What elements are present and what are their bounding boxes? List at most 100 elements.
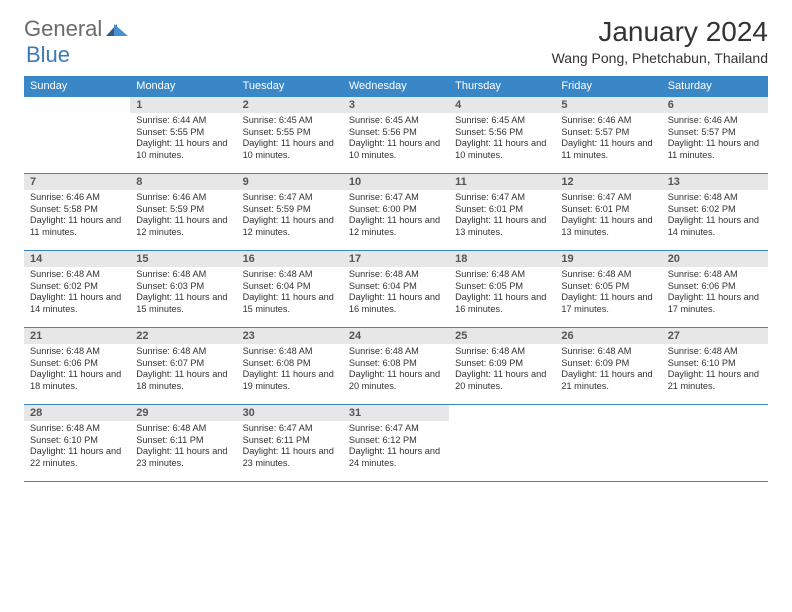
dow-tuesday: Tuesday bbox=[237, 76, 343, 96]
day-info: Sunrise: 6:47 AMSunset: 6:01 PMDaylight:… bbox=[555, 190, 661, 242]
day-cell: 21Sunrise: 6:48 AMSunset: 6:06 PMDayligh… bbox=[24, 328, 130, 404]
sunrise-text: Sunrise: 6:47 AM bbox=[349, 192, 443, 204]
sunset-text: Sunset: 6:08 PM bbox=[349, 358, 443, 370]
day-info: Sunrise: 6:46 AMSunset: 5:58 PMDaylight:… bbox=[24, 190, 130, 242]
sunset-text: Sunset: 5:56 PM bbox=[349, 127, 443, 139]
day-cell: 26Sunrise: 6:48 AMSunset: 6:09 PMDayligh… bbox=[555, 328, 661, 404]
sunset-text: Sunset: 6:11 PM bbox=[243, 435, 337, 447]
day-cell: 19Sunrise: 6:48 AMSunset: 6:05 PMDayligh… bbox=[555, 251, 661, 327]
sunset-text: Sunset: 6:00 PM bbox=[349, 204, 443, 216]
day-number: 14 bbox=[24, 251, 130, 267]
day-info: Sunrise: 6:48 AMSunset: 6:06 PMDaylight:… bbox=[24, 344, 130, 396]
day-info: Sunrise: 6:48 AMSunset: 6:06 PMDaylight:… bbox=[662, 267, 768, 319]
daylight-text: Daylight: 11 hours and 10 minutes. bbox=[455, 138, 549, 161]
sunset-text: Sunset: 6:05 PM bbox=[561, 281, 655, 293]
day-cell: 22Sunrise: 6:48 AMSunset: 6:07 PMDayligh… bbox=[130, 328, 236, 404]
day-info: Sunrise: 6:48 AMSunset: 6:07 PMDaylight:… bbox=[130, 344, 236, 396]
day-number: 30 bbox=[237, 405, 343, 421]
sunrise-text: Sunrise: 6:48 AM bbox=[561, 269, 655, 281]
sunrise-text: Sunrise: 6:47 AM bbox=[243, 423, 337, 435]
daylight-text: Daylight: 11 hours and 13 minutes. bbox=[561, 215, 655, 238]
day-cell: 3Sunrise: 6:45 AMSunset: 5:56 PMDaylight… bbox=[343, 97, 449, 173]
day-cell: 18Sunrise: 6:48 AMSunset: 6:05 PMDayligh… bbox=[449, 251, 555, 327]
day-info: Sunrise: 6:45 AMSunset: 5:55 PMDaylight:… bbox=[237, 113, 343, 165]
daylight-text: Daylight: 11 hours and 20 minutes. bbox=[455, 369, 549, 392]
daylight-text: Daylight: 11 hours and 18 minutes. bbox=[30, 369, 124, 392]
week-row: 28Sunrise: 6:48 AMSunset: 6:10 PMDayligh… bbox=[24, 404, 768, 482]
sunrise-text: Sunrise: 6:48 AM bbox=[30, 346, 124, 358]
day-number: 29 bbox=[130, 405, 236, 421]
daylight-text: Daylight: 11 hours and 21 minutes. bbox=[668, 369, 762, 392]
sunrise-text: Sunrise: 6:48 AM bbox=[455, 346, 549, 358]
day-info: Sunrise: 6:48 AMSunset: 6:05 PMDaylight:… bbox=[555, 267, 661, 319]
daylight-text: Daylight: 11 hours and 16 minutes. bbox=[455, 292, 549, 315]
day-info: Sunrise: 6:46 AMSunset: 5:57 PMDaylight:… bbox=[555, 113, 661, 165]
sunset-text: Sunset: 6:08 PM bbox=[243, 358, 337, 370]
sunrise-text: Sunrise: 6:48 AM bbox=[668, 192, 762, 204]
day-info: Sunrise: 6:47 AMSunset: 5:59 PMDaylight:… bbox=[237, 190, 343, 242]
day-number: 5 bbox=[555, 97, 661, 113]
daylight-text: Daylight: 11 hours and 12 minutes. bbox=[136, 215, 230, 238]
sunrise-text: Sunrise: 6:46 AM bbox=[561, 115, 655, 127]
day-info: Sunrise: 6:45 AMSunset: 5:56 PMDaylight:… bbox=[343, 113, 449, 165]
daylight-text: Daylight: 11 hours and 20 minutes. bbox=[349, 369, 443, 392]
sunrise-text: Sunrise: 6:45 AM bbox=[243, 115, 337, 127]
sunrise-text: Sunrise: 6:48 AM bbox=[243, 269, 337, 281]
sunrise-text: Sunrise: 6:48 AM bbox=[668, 269, 762, 281]
sunset-text: Sunset: 6:09 PM bbox=[455, 358, 549, 370]
sunset-text: Sunset: 5:58 PM bbox=[30, 204, 124, 216]
daylight-text: Daylight: 11 hours and 24 minutes. bbox=[349, 446, 443, 469]
sunrise-text: Sunrise: 6:48 AM bbox=[349, 346, 443, 358]
day-info: Sunrise: 6:46 AMSunset: 5:57 PMDaylight:… bbox=[662, 113, 768, 165]
day-cell bbox=[662, 405, 768, 481]
sunrise-text: Sunrise: 6:47 AM bbox=[349, 423, 443, 435]
sunset-text: Sunset: 5:55 PM bbox=[243, 127, 337, 139]
sunset-text: Sunset: 6:10 PM bbox=[30, 435, 124, 447]
day-info: Sunrise: 6:48 AMSunset: 6:04 PMDaylight:… bbox=[237, 267, 343, 319]
daylight-text: Daylight: 11 hours and 11 minutes. bbox=[668, 138, 762, 161]
daylight-text: Daylight: 11 hours and 10 minutes. bbox=[243, 138, 337, 161]
day-info: Sunrise: 6:48 AMSunset: 6:09 PMDaylight:… bbox=[555, 344, 661, 396]
day-info: Sunrise: 6:48 AMSunset: 6:04 PMDaylight:… bbox=[343, 267, 449, 319]
daylight-text: Daylight: 11 hours and 12 minutes. bbox=[349, 215, 443, 238]
day-number: 26 bbox=[555, 328, 661, 344]
day-info: Sunrise: 6:48 AMSunset: 6:05 PMDaylight:… bbox=[449, 267, 555, 319]
sunrise-text: Sunrise: 6:44 AM bbox=[136, 115, 230, 127]
day-cell: 23Sunrise: 6:48 AMSunset: 6:08 PMDayligh… bbox=[237, 328, 343, 404]
day-cell: 17Sunrise: 6:48 AMSunset: 6:04 PMDayligh… bbox=[343, 251, 449, 327]
day-info: Sunrise: 6:48 AMSunset: 6:10 PMDaylight:… bbox=[24, 421, 130, 473]
day-cell: 11Sunrise: 6:47 AMSunset: 6:01 PMDayligh… bbox=[449, 174, 555, 250]
sunrise-text: Sunrise: 6:48 AM bbox=[668, 346, 762, 358]
sunset-text: Sunset: 5:59 PM bbox=[243, 204, 337, 216]
day-number: 27 bbox=[662, 328, 768, 344]
day-info: Sunrise: 6:48 AMSunset: 6:11 PMDaylight:… bbox=[130, 421, 236, 473]
daylight-text: Daylight: 11 hours and 17 minutes. bbox=[668, 292, 762, 315]
day-number: 6 bbox=[662, 97, 768, 113]
sunrise-text: Sunrise: 6:45 AM bbox=[455, 115, 549, 127]
sunrise-text: Sunrise: 6:48 AM bbox=[243, 346, 337, 358]
day-info: Sunrise: 6:48 AMSunset: 6:02 PMDaylight:… bbox=[662, 190, 768, 242]
sunrise-text: Sunrise: 6:47 AM bbox=[455, 192, 549, 204]
day-cell: 8Sunrise: 6:46 AMSunset: 5:59 PMDaylight… bbox=[130, 174, 236, 250]
sunset-text: Sunset: 6:12 PM bbox=[349, 435, 443, 447]
daylight-text: Daylight: 11 hours and 22 minutes. bbox=[30, 446, 124, 469]
week-row: 7Sunrise: 6:46 AMSunset: 5:58 PMDaylight… bbox=[24, 173, 768, 250]
day-cell: 10Sunrise: 6:47 AMSunset: 6:00 PMDayligh… bbox=[343, 174, 449, 250]
day-info: Sunrise: 6:46 AMSunset: 5:59 PMDaylight:… bbox=[130, 190, 236, 242]
daylight-text: Daylight: 11 hours and 13 minutes. bbox=[455, 215, 549, 238]
sunset-text: Sunset: 6:01 PM bbox=[561, 204, 655, 216]
daylight-text: Daylight: 11 hours and 10 minutes. bbox=[136, 138, 230, 161]
dow-monday: Monday bbox=[130, 76, 236, 96]
sunrise-text: Sunrise: 6:47 AM bbox=[561, 192, 655, 204]
day-info: Sunrise: 6:48 AMSunset: 6:08 PMDaylight:… bbox=[237, 344, 343, 396]
day-cell: 12Sunrise: 6:47 AMSunset: 6:01 PMDayligh… bbox=[555, 174, 661, 250]
sunset-text: Sunset: 6:01 PM bbox=[455, 204, 549, 216]
daylight-text: Daylight: 11 hours and 10 minutes. bbox=[349, 138, 443, 161]
dow-wednesday: Wednesday bbox=[343, 76, 449, 96]
sunrise-text: Sunrise: 6:47 AM bbox=[243, 192, 337, 204]
daylight-text: Daylight: 11 hours and 19 minutes. bbox=[243, 369, 337, 392]
week-row: 14Sunrise: 6:48 AMSunset: 6:02 PMDayligh… bbox=[24, 250, 768, 327]
day-cell: 5Sunrise: 6:46 AMSunset: 5:57 PMDaylight… bbox=[555, 97, 661, 173]
day-info: Sunrise: 6:44 AMSunset: 5:55 PMDaylight:… bbox=[130, 113, 236, 165]
day-number: 13 bbox=[662, 174, 768, 190]
